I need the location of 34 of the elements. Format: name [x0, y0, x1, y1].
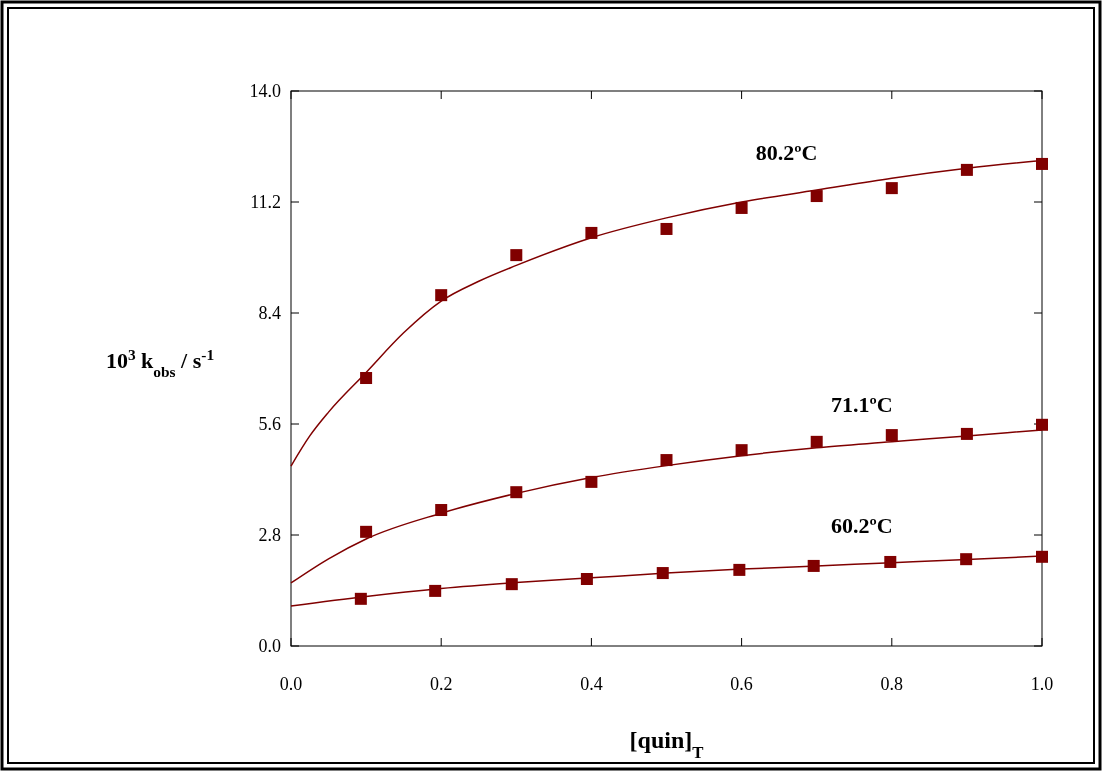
point: [660, 222, 673, 235]
point: [360, 525, 373, 538]
y-axis-title: 10$^{3}$ k$_{obs}$ / s$^{-1}$: [105, 345, 215, 380]
y-tick-label: 2.8: [258, 525, 281, 545]
x-tick-label: 0.6: [730, 674, 753, 694]
y-tick-label: 11.2: [250, 192, 281, 212]
point: [1036, 418, 1048, 431]
series-label: 71.1ºC: [830, 391, 893, 417]
y-tick-label: 14.0: [249, 81, 281, 101]
series-label: 60.2ºC: [830, 512, 893, 538]
x-tick-label: 0.2: [429, 674, 453, 694]
x-tick-label: 1.0: [1030, 674, 1054, 694]
point: [660, 454, 673, 467]
point: [585, 226, 598, 239]
point: [735, 201, 748, 214]
point: [810, 190, 823, 203]
x-tick-label: 0.8: [880, 674, 904, 694]
y-tick-label: 8.4: [258, 303, 281, 323]
y-tick-label: 5.6: [258, 414, 281, 434]
point: [810, 435, 823, 448]
point: [435, 289, 448, 302]
point: [735, 444, 748, 457]
x-axis-title: [quin]$_{T}$: [629, 727, 704, 762]
x-tick-label: 0.4: [580, 674, 603, 694]
y-tick-label: 0.0: [258, 636, 281, 656]
point: [510, 249, 523, 262]
x-tick-label: 0.0: [279, 674, 303, 694]
point: [360, 372, 373, 385]
point: [1036, 550, 1048, 563]
point: [1036, 157, 1048, 170]
series-label: 80.2ºC: [755, 140, 818, 166]
point: [960, 553, 973, 566]
point: [885, 429, 898, 442]
point: [885, 182, 898, 195]
